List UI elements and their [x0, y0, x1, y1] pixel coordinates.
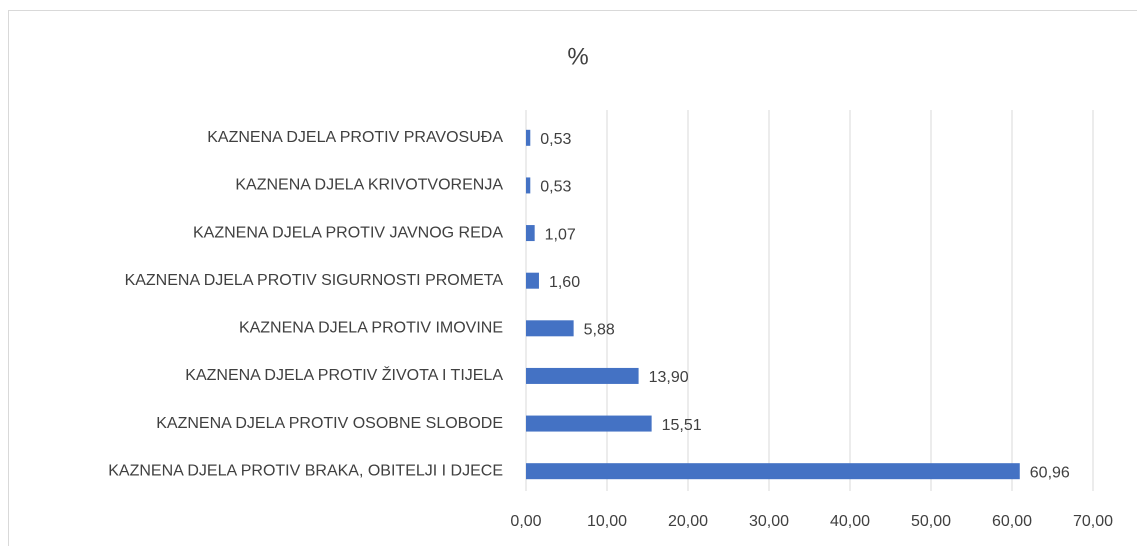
bar	[526, 320, 574, 337]
y-tick-label: KAZNENA DJELA KRIVOTVORENJA	[235, 177, 503, 194]
data-label: 60,96	[1030, 464, 1070, 481]
data-label: 5,88	[584, 322, 615, 339]
data-label: 15,51	[662, 417, 702, 434]
bar	[526, 367, 639, 384]
chart-title: %	[567, 43, 588, 70]
x-tick-label: 50,00	[911, 513, 951, 530]
y-tick-label: KAZNENA DJELA PROTIV IMOVINE	[239, 320, 503, 337]
bar	[526, 177, 531, 194]
bar	[526, 225, 535, 242]
x-tick-label: 70,00	[1073, 513, 1113, 530]
y-tick-label: KAZNENA DJELA PROTIV ŽIVOTA I TIJELA	[185, 365, 503, 384]
data-label: 1,07	[545, 226, 576, 243]
data-label: 13,90	[649, 369, 689, 386]
data-label: 1,60	[549, 274, 580, 291]
y-tick-label: KAZNENA DJELA PROTIV SIGURNOSTI PROMETA	[125, 272, 504, 289]
x-tick-label: 20,00	[668, 513, 708, 530]
y-tick-label: KAZNENA DJELA PROTIV OSOBNE SLOBODE	[156, 415, 503, 432]
data-label: 0,53	[540, 179, 571, 196]
x-tick-label: 0,00	[510, 513, 541, 530]
x-tick-label: 60,00	[992, 513, 1032, 530]
chart-border	[8, 10, 1137, 546]
x-tick-label: 30,00	[749, 513, 789, 530]
x-tick-label: 40,00	[830, 513, 870, 530]
y-tick-label: KAZNENA DJELA PROTIV BRAKA, OBITELJI I D…	[108, 462, 503, 479]
bar	[526, 463, 1020, 480]
bar	[526, 272, 539, 289]
y-tick-label: KAZNENA DJELA PROTIV PRAVOSUĐA	[207, 129, 503, 146]
x-tick-label: 10,00	[587, 513, 627, 530]
bar	[526, 415, 652, 432]
data-label: 0,53	[540, 131, 571, 148]
y-tick-label: KAZNENA DJELA PROTIV JAVNOG REDA	[193, 224, 503, 241]
bar	[526, 129, 531, 146]
